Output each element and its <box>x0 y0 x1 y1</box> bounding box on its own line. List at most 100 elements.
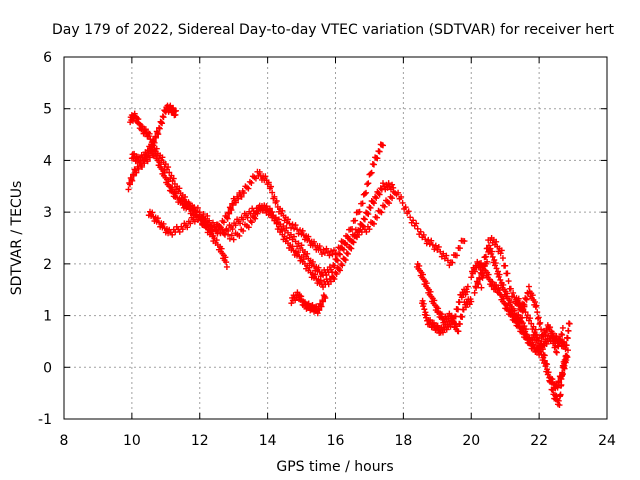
data-point-fill <box>219 226 226 233</box>
data-point-fill <box>256 168 263 175</box>
data-point-fill <box>191 204 198 211</box>
data-point <box>278 226 285 233</box>
data-point-fill <box>428 237 435 244</box>
data-point-fill <box>169 184 176 191</box>
data-point-fill <box>133 169 140 176</box>
data-point-fill <box>563 342 570 349</box>
data-point-fill <box>559 331 566 338</box>
data-point-fill <box>489 253 496 260</box>
data-point-fill <box>523 331 530 338</box>
data-point-fill <box>312 271 319 278</box>
data-point <box>240 190 247 197</box>
data-point-fill <box>321 250 328 257</box>
data-point-fill <box>504 270 511 277</box>
data-point-fill <box>555 343 562 350</box>
x-tick-label: 12 <box>191 433 209 449</box>
y-tick-label: 6 <box>43 50 52 66</box>
data-point-fill <box>497 276 504 283</box>
data-point-fill <box>150 152 157 159</box>
data-point-fill <box>275 223 282 230</box>
data-point-fill <box>240 227 247 234</box>
data-point <box>298 242 305 249</box>
data-point-fill <box>298 293 305 300</box>
data-point-fill <box>405 208 412 215</box>
data-point-fill <box>305 233 312 240</box>
data-point-fill <box>376 148 383 155</box>
data-point-fill <box>554 384 561 391</box>
data-point-fill <box>237 220 244 227</box>
data-point-fill <box>378 209 385 216</box>
y-tick-label: 4 <box>43 153 52 169</box>
data-point-fill <box>423 312 430 319</box>
data-point-fill <box>248 219 255 226</box>
data-point-fill <box>452 313 459 320</box>
data-point-fill <box>429 241 436 248</box>
data-point-fill <box>226 210 233 217</box>
data-point <box>366 226 373 233</box>
data-point <box>564 347 571 354</box>
data-point <box>179 226 186 233</box>
data-point-fill <box>425 236 432 243</box>
data-point-fill <box>367 204 374 211</box>
data-point <box>125 186 132 193</box>
data-point <box>549 387 556 394</box>
data-point-fill <box>315 264 322 271</box>
data-point-fill <box>135 116 142 123</box>
data-point-fill <box>480 272 487 279</box>
data-point-fill <box>381 203 388 210</box>
data-point-fill <box>228 207 235 214</box>
data-point-fill <box>283 235 290 242</box>
x-tick-label: 22 <box>530 433 548 449</box>
data-point-fill <box>435 243 442 250</box>
data-point-fill <box>370 220 377 227</box>
data-point-fill <box>213 237 220 244</box>
data-point-fill <box>482 253 489 260</box>
data-point-fill <box>519 320 526 327</box>
data-point-fill <box>534 309 541 316</box>
data-point-fill <box>523 296 530 303</box>
data-point-fill <box>410 217 417 224</box>
data-point-fill <box>374 155 381 162</box>
data-point-fill <box>532 326 539 333</box>
data-point-fill <box>129 177 136 184</box>
data-point-fill <box>149 209 156 216</box>
data-point <box>196 209 203 216</box>
data-point-fill <box>292 238 299 245</box>
data-point-fill <box>344 250 351 257</box>
data-point-fill <box>558 381 565 388</box>
data-point-fill <box>353 234 360 241</box>
data-point-fill <box>291 225 298 232</box>
data-point-fill <box>455 306 462 313</box>
data-point-fill <box>288 231 295 238</box>
data-point-fill <box>226 235 233 242</box>
data-point-fill <box>521 323 528 330</box>
data-point-fill <box>320 298 327 305</box>
data-point-fill <box>564 335 571 342</box>
data-point-fill <box>343 250 350 257</box>
data-point-fill <box>176 185 183 192</box>
data-point-fill <box>323 245 330 252</box>
data-point-fill <box>376 191 383 198</box>
data-point-fill <box>356 208 363 215</box>
data-point-fill <box>373 195 380 202</box>
data-point-fill <box>510 289 517 296</box>
data-point-fill <box>240 216 247 223</box>
data-point-fill <box>417 228 424 235</box>
data-point-fill <box>222 254 229 261</box>
x-axis-label: GPS time / hours <box>276 459 393 475</box>
data-point-fill <box>464 288 471 295</box>
data-point-fill <box>309 258 316 265</box>
data-point <box>149 143 156 150</box>
data-point-fill <box>365 180 372 187</box>
data-point-fill <box>238 193 245 200</box>
x-tick-label: 10 <box>123 433 141 449</box>
data-point-fill <box>547 378 554 385</box>
data-point-fill <box>342 257 349 264</box>
data-point-fill <box>515 311 522 318</box>
data-point <box>179 201 186 208</box>
data-point <box>284 216 291 223</box>
data-point-fill <box>365 211 372 218</box>
data-point-fill <box>558 331 565 338</box>
